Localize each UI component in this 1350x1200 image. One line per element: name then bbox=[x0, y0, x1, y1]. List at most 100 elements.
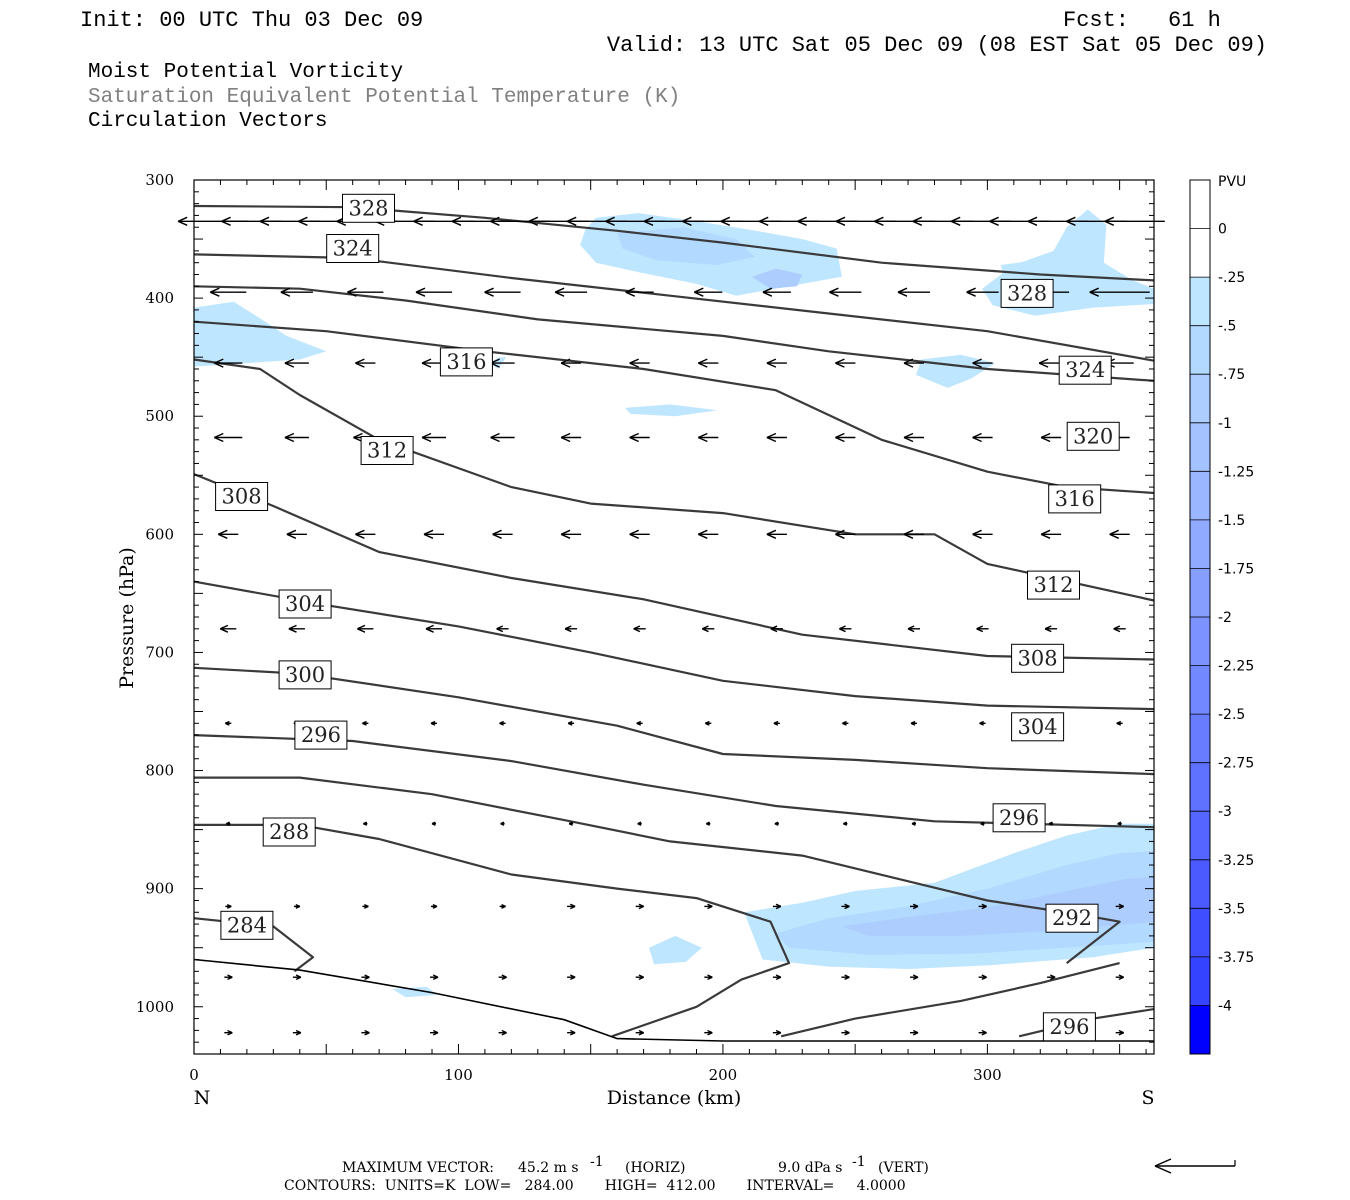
circulation-vector bbox=[362, 903, 369, 909]
colorbar-label: -2.5 bbox=[1218, 707, 1245, 723]
contour-label: 304 bbox=[1011, 712, 1065, 742]
pv-region-8 bbox=[625, 404, 718, 417]
svg-text:308: 308 bbox=[1018, 646, 1058, 670]
title-line-1: Moist Potential Vorticity bbox=[88, 61, 403, 84]
forecast-hour: 61 h bbox=[1168, 8, 1221, 33]
contour-labels: 328 328 324 324 320 316 316 312 312 308 308 304 304 3… bbox=[215, 193, 1120, 1042]
svg-text:304: 304 bbox=[1018, 715, 1058, 739]
contour-292-9 bbox=[194, 776, 1121, 964]
reference-vector-arrow bbox=[1154, 1158, 1236, 1174]
horiz-exponent: -1 bbox=[590, 1154, 604, 1170]
colorbar-cell bbox=[1190, 714, 1210, 763]
circulation-vector bbox=[1048, 821, 1054, 826]
circulation-vector bbox=[498, 1029, 507, 1036]
circulation-vector bbox=[978, 974, 987, 981]
circulation-vector bbox=[225, 720, 232, 726]
circulation-vector bbox=[766, 432, 787, 443]
circulation-vector bbox=[225, 903, 232, 909]
circulation-vector bbox=[910, 1029, 919, 1036]
svg-text:324: 324 bbox=[333, 237, 373, 261]
circulation-vector bbox=[1104, 216, 1165, 226]
circulation-vector bbox=[415, 287, 452, 297]
circulation-vector bbox=[1040, 529, 1062, 539]
circulation-vector bbox=[1115, 1029, 1124, 1036]
circulation-vector bbox=[976, 625, 989, 633]
circulation-vector bbox=[560, 529, 582, 539]
contour-label: 292 bbox=[1045, 903, 1099, 933]
circulation-vector bbox=[430, 1029, 439, 1036]
contour-label: 304 bbox=[278, 589, 332, 619]
pv-region-13 bbox=[392, 986, 438, 998]
colorbar-label: -4 bbox=[1218, 998, 1232, 1014]
y-tick-label: 900 bbox=[145, 880, 174, 898]
circulation-vector bbox=[425, 624, 442, 633]
svg-text:296: 296 bbox=[1049, 1015, 1089, 1039]
pv-region-4 bbox=[194, 301, 327, 367]
circulation-vector bbox=[430, 974, 439, 981]
circulation-vector bbox=[772, 903, 782, 910]
circulation-vector bbox=[910, 974, 919, 981]
circulation-vector bbox=[835, 432, 856, 443]
colorbar-cell bbox=[1190, 908, 1210, 957]
svg-text:312: 312 bbox=[367, 439, 407, 463]
colorbar-cell bbox=[1190, 277, 1210, 326]
contour-label: 284 bbox=[220, 910, 274, 940]
circulation-vector bbox=[1047, 974, 1056, 981]
contour-312-4 bbox=[193, 358, 1155, 602]
circulation-vector bbox=[842, 720, 849, 726]
colorbar-label: -1.25 bbox=[1218, 464, 1254, 480]
vert-unit: (VERT) bbox=[878, 1160, 929, 1176]
circulation-vector bbox=[1117, 821, 1122, 826]
circulation-vector bbox=[564, 625, 578, 633]
circulation-vector bbox=[284, 432, 309, 443]
circulation-vector bbox=[635, 1029, 644, 1036]
contour-316-3 bbox=[193, 320, 1155, 495]
circulation-vector bbox=[636, 720, 643, 726]
colorbar-cell bbox=[1190, 422, 1210, 472]
circulation-vector bbox=[835, 529, 856, 539]
circulation-vector bbox=[702, 625, 715, 633]
horiz-unit: (HORIZ) bbox=[625, 1160, 685, 1176]
max-vector-label: MAXIMUM VECTOR: bbox=[342, 1160, 494, 1176]
svg-text:316: 316 bbox=[446, 350, 486, 374]
circulation-vector bbox=[500, 821, 505, 826]
circulation-vector bbox=[772, 974, 782, 981]
colorbar-cell bbox=[1190, 471, 1210, 520]
circulation-vector bbox=[762, 287, 791, 297]
x-axis-label: Distance (km) bbox=[607, 1087, 742, 1109]
circulation-vector bbox=[567, 1029, 576, 1036]
circulation-vector bbox=[1115, 903, 1124, 910]
south-end-label: S bbox=[1141, 1087, 1154, 1109]
circulation-vector bbox=[431, 903, 438, 909]
colorbar-label: -3.25 bbox=[1218, 853, 1254, 869]
circulation-vector bbox=[347, 287, 384, 297]
svg-text:312: 312 bbox=[1033, 573, 1073, 597]
circulation-vector bbox=[499, 720, 506, 726]
circulation-vector bbox=[1109, 529, 1130, 539]
colorbar-label: 0 bbox=[1218, 222, 1227, 238]
surface-line bbox=[193, 958, 1154, 1042]
circulation-vector bbox=[355, 358, 376, 368]
circulation-vector bbox=[629, 529, 650, 539]
y-tick-label: 500 bbox=[145, 407, 174, 425]
contours-info: CONTOURS: UNITS=K LOW= 284.00 HIGH= 412.… bbox=[284, 1178, 906, 1194]
colorbar-label: -2.25 bbox=[1218, 659, 1254, 675]
circulation-vector bbox=[431, 821, 436, 826]
y-tick-label: 1000 bbox=[136, 998, 174, 1016]
colorbar-cell bbox=[1190, 859, 1210, 909]
circulation-vector bbox=[421, 432, 446, 443]
circulation-vector bbox=[224, 974, 233, 981]
colorbar-cell bbox=[1190, 811, 1210, 860]
colorbar-label: -.75 bbox=[1218, 367, 1245, 383]
contour-label: 316 bbox=[1048, 484, 1102, 514]
colorbar-cell bbox=[1190, 956, 1210, 1006]
circulation-vector bbox=[841, 903, 850, 910]
y-tick-label: 600 bbox=[145, 525, 174, 543]
svg-text:320: 320 bbox=[1073, 424, 1113, 448]
circulation-vector bbox=[560, 432, 582, 443]
colorbar-cell bbox=[1190, 325, 1210, 375]
circulation-vector bbox=[966, 287, 999, 297]
circulation-vector bbox=[498, 974, 507, 981]
circulation-vector bbox=[698, 432, 719, 443]
